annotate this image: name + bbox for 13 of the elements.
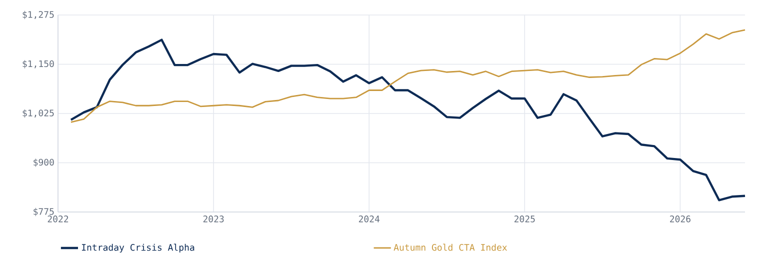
x-tick-label: 2023: [203, 216, 224, 222]
y-tick-label: $775: [34, 208, 54, 216]
line-series: [70, 38, 746, 202]
y-tick-label: $1,275: [22, 10, 54, 20]
y-tick-label: $1,150: [22, 60, 54, 68]
legend-label: Autumn Gold CTA Index: [394, 244, 508, 251]
y-tick-label: $900: [34, 158, 54, 167]
x-tick-label: 2025: [514, 216, 535, 222]
x-tick-label: 2022: [48, 216, 68, 222]
x-tick-label: 2024: [358, 216, 380, 222]
x-tick-label: 2026: [670, 216, 690, 222]
legend-label: Intraday Crisis Alpha: [82, 244, 194, 253]
y-tick-label: $1,025: [22, 109, 54, 118]
